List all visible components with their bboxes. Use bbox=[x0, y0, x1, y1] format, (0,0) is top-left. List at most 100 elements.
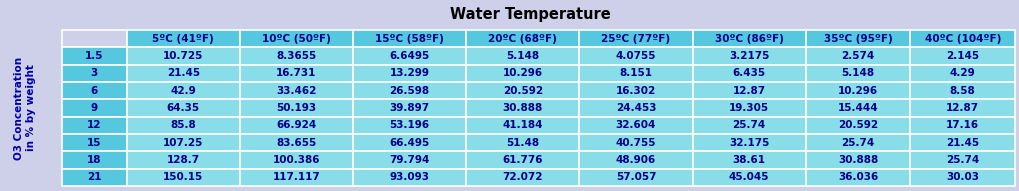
Text: 35ºC (95ºF): 35ºC (95ºF) bbox=[823, 34, 892, 44]
Text: 16.731: 16.731 bbox=[276, 68, 316, 78]
Text: 18: 18 bbox=[87, 155, 102, 165]
Bar bbox=[353, 169, 466, 186]
Text: Water Temperature: Water Temperature bbox=[449, 6, 610, 22]
Text: 10.296: 10.296 bbox=[502, 68, 542, 78]
Bar bbox=[910, 169, 1014, 186]
Text: 48.906: 48.906 bbox=[615, 155, 655, 165]
Bar bbox=[62, 151, 126, 169]
Text: 6: 6 bbox=[91, 86, 98, 96]
Text: 25ºC (77ºF): 25ºC (77ºF) bbox=[601, 34, 669, 44]
Text: 41.184: 41.184 bbox=[502, 120, 542, 130]
Bar bbox=[62, 82, 126, 99]
Text: 1.5: 1.5 bbox=[85, 51, 104, 61]
Bar bbox=[466, 65, 579, 82]
Bar bbox=[239, 117, 353, 134]
Bar bbox=[805, 65, 910, 82]
Bar bbox=[62, 169, 126, 186]
Text: 150.15: 150.15 bbox=[163, 172, 203, 182]
Bar bbox=[579, 117, 692, 134]
Text: 13.299: 13.299 bbox=[389, 68, 429, 78]
Bar bbox=[805, 151, 910, 169]
Text: 10.296: 10.296 bbox=[838, 86, 877, 96]
Text: O3 Concentration
in % by weight: O3 Concentration in % by weight bbox=[14, 56, 36, 159]
Text: 20.592: 20.592 bbox=[502, 86, 542, 96]
Text: 32.604: 32.604 bbox=[615, 120, 655, 130]
Bar bbox=[805, 99, 910, 117]
Bar bbox=[239, 134, 353, 151]
Bar bbox=[353, 99, 466, 117]
Bar bbox=[126, 47, 239, 65]
Text: 25.74: 25.74 bbox=[946, 155, 978, 165]
Text: 79.794: 79.794 bbox=[389, 155, 429, 165]
Text: 15ºC (58ºF): 15ºC (58ºF) bbox=[375, 34, 443, 44]
Bar bbox=[579, 47, 692, 65]
Bar bbox=[466, 169, 579, 186]
Text: 53.196: 53.196 bbox=[389, 120, 429, 130]
Text: 40.755: 40.755 bbox=[615, 138, 655, 148]
Bar bbox=[353, 47, 466, 65]
Text: 5.148: 5.148 bbox=[841, 68, 873, 78]
Bar bbox=[239, 82, 353, 99]
Text: 36.036: 36.036 bbox=[838, 172, 877, 182]
Bar bbox=[239, 47, 353, 65]
Bar bbox=[126, 65, 239, 82]
Text: 42.9: 42.9 bbox=[170, 86, 196, 96]
Bar bbox=[62, 117, 126, 134]
Bar bbox=[910, 151, 1014, 169]
Text: 15.444: 15.444 bbox=[837, 103, 877, 113]
Text: 25.74: 25.74 bbox=[732, 120, 765, 130]
Text: 21.45: 21.45 bbox=[946, 138, 978, 148]
Bar bbox=[353, 30, 466, 47]
Bar bbox=[466, 47, 579, 65]
Bar bbox=[62, 30, 126, 47]
Text: 20ºC (68ºF): 20ºC (68ºF) bbox=[488, 34, 556, 44]
Text: 15: 15 bbox=[87, 138, 102, 148]
Text: 19.305: 19.305 bbox=[729, 103, 768, 113]
Bar bbox=[239, 99, 353, 117]
Text: 21.45: 21.45 bbox=[166, 68, 200, 78]
Text: 9: 9 bbox=[91, 103, 98, 113]
Bar bbox=[910, 99, 1014, 117]
Text: 107.25: 107.25 bbox=[163, 138, 203, 148]
Text: 64.35: 64.35 bbox=[166, 103, 200, 113]
Text: 40ºC (104ºF): 40ºC (104ºF) bbox=[923, 34, 1000, 44]
Text: 45.045: 45.045 bbox=[729, 172, 768, 182]
Bar bbox=[126, 151, 239, 169]
Bar bbox=[805, 169, 910, 186]
Bar bbox=[239, 151, 353, 169]
Text: 72.072: 72.072 bbox=[502, 172, 542, 182]
Text: 26.598: 26.598 bbox=[389, 86, 429, 96]
Text: 20.592: 20.592 bbox=[838, 120, 877, 130]
Bar bbox=[353, 117, 466, 134]
Text: 2.145: 2.145 bbox=[946, 51, 978, 61]
Text: 32.175: 32.175 bbox=[729, 138, 768, 148]
Bar bbox=[692, 30, 805, 47]
Text: 30.888: 30.888 bbox=[838, 155, 877, 165]
Text: 93.093: 93.093 bbox=[389, 172, 429, 182]
Bar bbox=[466, 151, 579, 169]
Text: 33.462: 33.462 bbox=[276, 86, 316, 96]
Bar bbox=[126, 169, 239, 186]
Bar bbox=[910, 65, 1014, 82]
Text: 83.655: 83.655 bbox=[276, 138, 316, 148]
Bar bbox=[126, 134, 239, 151]
Bar bbox=[126, 99, 239, 117]
Bar bbox=[805, 134, 910, 151]
Text: 16.302: 16.302 bbox=[615, 86, 655, 96]
Bar bbox=[910, 134, 1014, 151]
Text: 25.74: 25.74 bbox=[841, 138, 874, 148]
Bar bbox=[62, 134, 126, 151]
Text: 6.6495: 6.6495 bbox=[389, 51, 429, 61]
Text: 57.057: 57.057 bbox=[615, 172, 655, 182]
Bar bbox=[692, 134, 805, 151]
Bar bbox=[126, 117, 239, 134]
Bar bbox=[466, 30, 579, 47]
Bar bbox=[692, 99, 805, 117]
Bar bbox=[239, 169, 353, 186]
Bar bbox=[466, 82, 579, 99]
Bar bbox=[126, 30, 239, 47]
Bar bbox=[466, 117, 579, 134]
Text: 8.151: 8.151 bbox=[619, 68, 652, 78]
Text: 5.148: 5.148 bbox=[505, 51, 539, 61]
Bar bbox=[466, 134, 579, 151]
